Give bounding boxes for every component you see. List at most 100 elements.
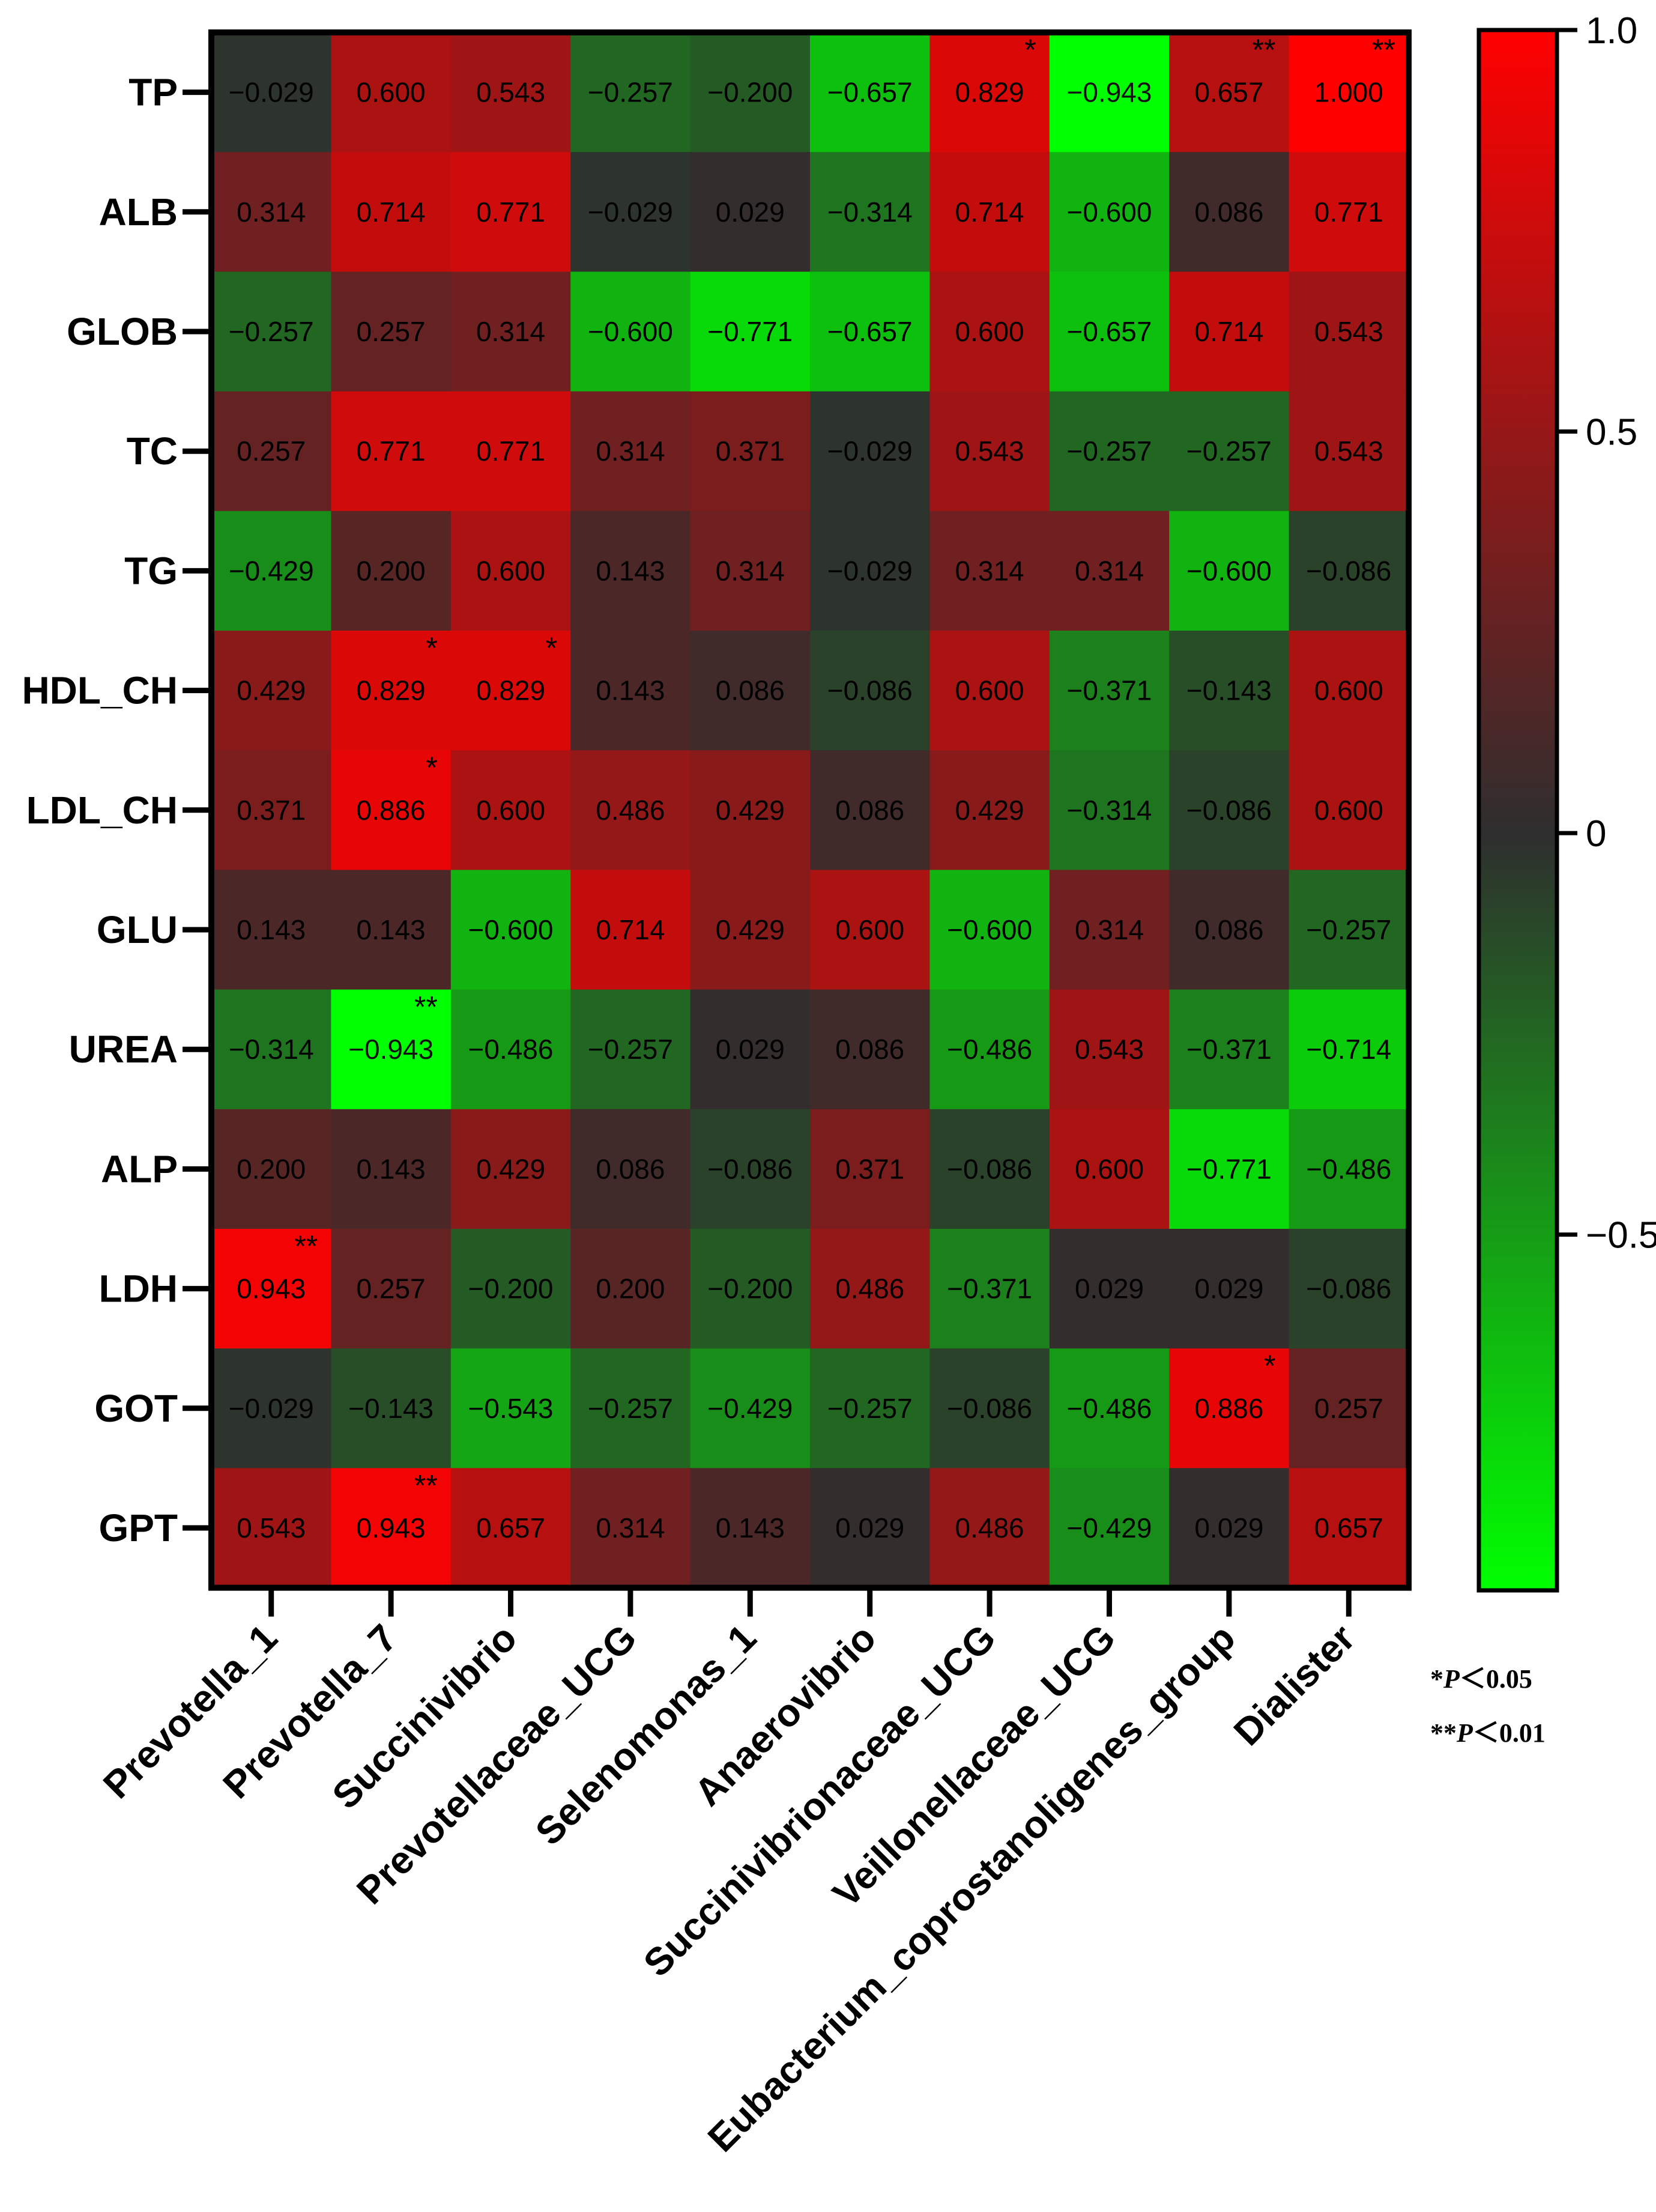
cell-value-label: −0.086	[827, 675, 913, 706]
heatmap-cells	[211, 32, 1409, 1589]
heatmap-cell-glob-dialister	[1289, 271, 1409, 392]
heatmap-cell-ldh-prevotella-7	[331, 1229, 452, 1349]
row-label-gpt: GPT	[98, 1506, 178, 1550]
heatmap-cell-alb-succinivibrionaceae-ucg	[929, 152, 1050, 272]
heatmap-cell-tc-prevotella-1	[211, 391, 331, 512]
heatmap-cell-alp-succinivibrionaceae-ucg	[929, 1109, 1050, 1229]
cell-value-label: 0.886	[1194, 1393, 1263, 1424]
cell-value-label: −0.200	[707, 1273, 793, 1304]
heatmap-cell-gpt-selenomonas-1	[690, 1468, 811, 1589]
heatmap-cell-ldl-ch-dialister	[1289, 750, 1409, 870]
cell-value-label: −0.029	[229, 77, 314, 108]
row-label-tc: TC	[127, 429, 178, 473]
heatmap-cell-hdl-ch-prevotella-1	[211, 631, 331, 751]
cell-value-label: −0.143	[1186, 675, 1272, 706]
heatmap-cell-glu-veillonellaceae-ucg	[1049, 870, 1170, 990]
heatmap-cell-alb-anaerovibrio	[810, 152, 930, 272]
cell-value-label: 1.000	[1314, 77, 1383, 108]
cell-value-label: −0.200	[468, 1273, 554, 1304]
heatmap-cell-glob-prevotella-7	[331, 271, 452, 392]
cell-value-label: −0.429	[229, 555, 314, 586]
cell-value-label: 0.029	[835, 1512, 904, 1544]
heatmap-cell-gpt-succinivibrio	[450, 1468, 571, 1589]
heatmap-cell-urea-dialister	[1289, 989, 1409, 1110]
cell-value-label: 0.714	[357, 196, 426, 228]
cell-value-label: 0.086	[1194, 914, 1263, 945]
cell-value-label: −0.257	[588, 1034, 673, 1065]
cell-value-label: −0.029	[229, 1393, 314, 1424]
cell-value-label: −0.657	[827, 316, 913, 347]
row-label-tp: TP	[128, 71, 178, 114]
heatmap-cell-urea-eubacterium-coprostanoligenes-group	[1169, 989, 1290, 1110]
cell-value-label: −0.771	[1186, 1153, 1272, 1184]
heatmap-cell-alp-veillonellaceae-ucg	[1049, 1109, 1170, 1229]
significance-legend: *P＜0.05**P＜0.01	[1430, 1664, 1546, 1748]
heatmap-cell-tg-succinivibrio	[450, 511, 571, 631]
heatmap-cell-tp-anaerovibrio	[810, 32, 930, 153]
cell-value-label: −0.314	[229, 1034, 314, 1065]
heatmap-cell-gpt-anaerovibrio	[810, 1468, 930, 1589]
heatmap-cell-tp-dialister	[1289, 32, 1409, 153]
colorbar: 1.0 0.5 0 −0.5	[1476, 10, 1656, 1593]
heatmap-cell-ldh-eubacterium-coprostanoligenes-group	[1169, 1229, 1290, 1349]
column-label-dialister: Dialister	[1225, 1616, 1364, 1754]
heatmap-cell-tp-succinivibrio	[450, 32, 571, 153]
heatmap-cell-hdl-ch-succinivibrionaceae-ucg	[929, 631, 1050, 751]
heatmap-cell-glu-dialister	[1289, 870, 1409, 990]
cell-value-label: 0.143	[357, 914, 426, 945]
heatmap-cell-tp-eubacterium-coprostanoligenes-group	[1169, 32, 1290, 153]
cell-value-label: −0.943	[1067, 77, 1152, 108]
cell-value-label: 0.714	[955, 196, 1024, 228]
cell-value-label: −0.257	[1306, 914, 1391, 945]
cell-value-label: 0.200	[596, 1273, 665, 1304]
heatmap-cell-tg-anaerovibrio	[810, 511, 930, 631]
row-label-ldh: LDH	[98, 1267, 178, 1311]
legend-p-symbol: P	[1443, 1664, 1460, 1694]
heatmap-cell-glu-succinivibrionaceae-ucg	[929, 870, 1050, 990]
heatmap-cell-hdl-ch-eubacterium-coprostanoligenes-group	[1169, 631, 1290, 751]
heatmap-cell-alp-prevotella-1	[211, 1109, 331, 1229]
cell-value-label: 0.143	[596, 555, 665, 586]
cell-value-label: −0.314	[1067, 795, 1152, 826]
significance-mark: *	[1024, 33, 1036, 67]
heatmap-cell-got-veillonellaceae-ucg	[1049, 1348, 1170, 1468]
heatmap-cell-ldh-prevotella-1	[211, 1229, 331, 1349]
heatmap-cell-glob-prevotella-1	[211, 271, 331, 392]
heatmap-cell-gpt-dialister	[1289, 1468, 1409, 1589]
cell-value-label: 0.314	[955, 555, 1024, 586]
cell-value-label: 0.714	[1194, 316, 1263, 347]
legend-threshold: ＜0.05	[1460, 1664, 1532, 1694]
cell-value-label: 0.257	[357, 1273, 426, 1304]
heatmap-cell-tg-succinivibrionaceae-ucg	[929, 511, 1050, 631]
heatmap-cell-glu-prevotellaceae-ucg	[570, 870, 691, 990]
cell-value-label: 0.200	[237, 1153, 306, 1184]
heatmap-cell-tp-prevotella-7	[331, 32, 452, 153]
cell-value-label: 0.429	[716, 914, 785, 945]
heatmap-cell-tp-prevotella-1	[211, 32, 331, 153]
heatmap-cell-ldl-ch-veillonellaceae-ucg	[1049, 750, 1170, 870]
cell-value-label: −0.943	[348, 1034, 434, 1065]
heatmap-cell-ldh-selenomonas-1	[690, 1229, 811, 1349]
cell-value-label: −0.257	[827, 1393, 913, 1424]
cell-value-label: 0.314	[1075, 555, 1144, 586]
significance-mark: **	[1253, 33, 1276, 67]
cell-value-label: 0.086	[596, 1153, 665, 1184]
cell-value-label: −0.200	[707, 77, 793, 108]
heatmap-cell-urea-succinivibrio	[450, 989, 571, 1110]
heatmap-cell-tc-prevotella-7	[331, 391, 452, 512]
colorbar-tick-label: −0.5	[1586, 1215, 1656, 1256]
cell-value-label: 0.543	[955, 435, 1024, 467]
cell-value-label: 0.429	[237, 675, 306, 706]
heatmap-cell-got-dialister	[1289, 1348, 1409, 1468]
cell-value-label: 0.029	[1194, 1273, 1263, 1304]
cell-value-label: 0.657	[1194, 77, 1263, 108]
cell-value-label: 0.657	[1314, 1512, 1383, 1544]
heatmap-cell-hdl-ch-prevotellaceae-ucg	[570, 631, 691, 751]
heatmap-cell-tc-succinivibrionaceae-ucg	[929, 391, 1050, 512]
heatmap-cell-alb-prevotella-1	[211, 152, 331, 272]
cell-value-label: −0.486	[1306, 1153, 1391, 1184]
cell-value-label: 0.429	[716, 795, 785, 826]
significance-mark: **	[414, 990, 438, 1024]
heatmap-cell-tp-selenomonas-1	[690, 32, 811, 153]
